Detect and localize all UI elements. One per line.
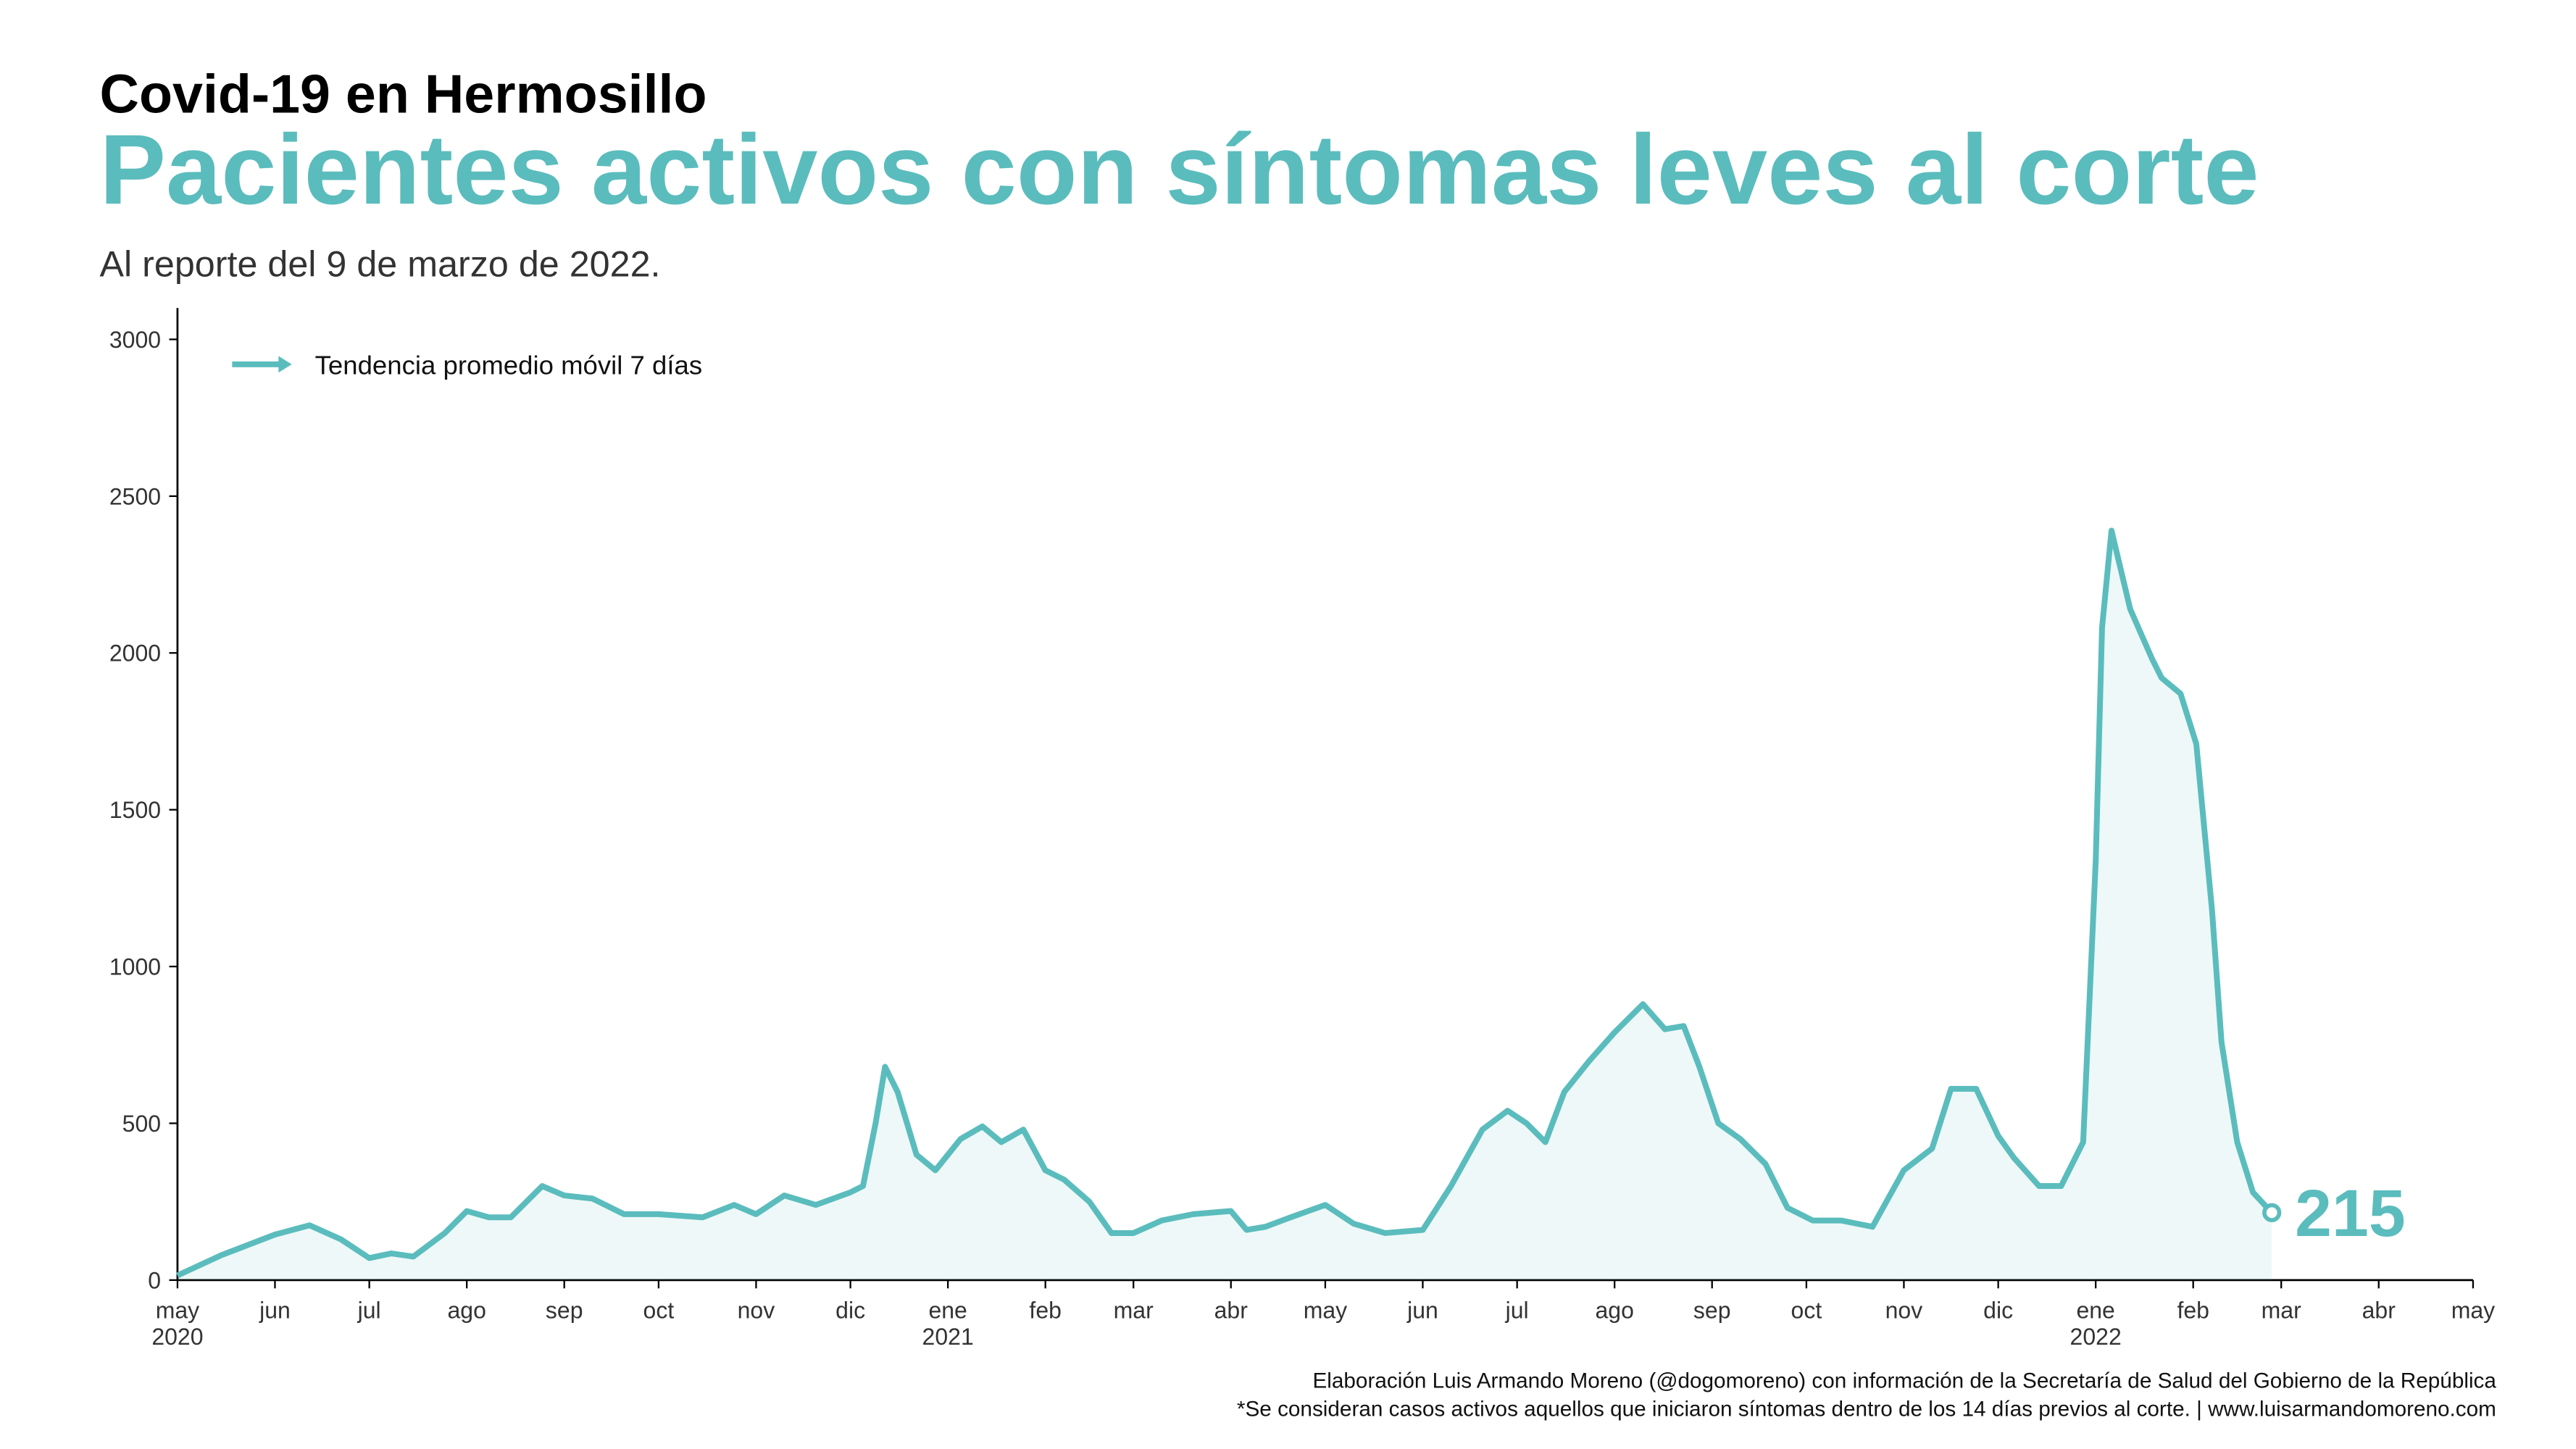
x-tick-label: ene: [928, 1297, 967, 1323]
x-tick-label: jun: [259, 1297, 291, 1323]
x-tick-label: feb: [1029, 1297, 1061, 1323]
x-tick-label: nov: [738, 1297, 775, 1323]
plot-area: 0 500 1000 1500 2000 2500 3000 may jun jul ago sep o…: [109, 308, 2495, 1350]
y-tick-label: 0: [148, 1267, 161, 1293]
last-value-label: 215: [2295, 1177, 2406, 1250]
x-tick-label: ago: [1595, 1297, 1633, 1323]
trend-line: [176, 527, 2275, 1279]
x-tick-label: feb: [2177, 1297, 2209, 1323]
x-year-label: 2022: [2070, 1324, 2122, 1350]
y-tick-label: 500: [122, 1111, 161, 1137]
y-tick-label: 1500: [109, 797, 161, 823]
caption: *Se consideran casos activos aquellos qu…: [1237, 1397, 2496, 1421]
y-tick-label: 1000: [109, 953, 161, 980]
x-tick-label: nov: [1885, 1297, 1923, 1323]
y-tick-label: 3000: [109, 327, 161, 353]
subtitle: Al reporte del 9 de marzo de 2022.: [100, 243, 661, 285]
chart-title: Pacientes activos con síntomas leves al …: [100, 114, 2259, 225]
area: [177, 530, 2272, 1280]
x-tick-label: dic: [1983, 1297, 2013, 1323]
x-tick-label: mar: [1114, 1297, 1154, 1323]
y-tick-label: 2500: [109, 483, 161, 509]
x-tick-label: oct: [643, 1297, 675, 1323]
x-tick-label: may: [2451, 1297, 2495, 1323]
x-tick-label: abr: [1214, 1297, 1249, 1323]
x-tick-label: abr: [2362, 1297, 2396, 1323]
x-year-label: 2021: [922, 1324, 974, 1350]
x-tick-label: mar: [2262, 1297, 2301, 1323]
y-tick-label: 2000: [109, 640, 161, 667]
x-tick-label: oct: [1791, 1297, 1822, 1323]
x-tick-label: sep: [546, 1297, 583, 1323]
x-tick-label: sep: [1693, 1297, 1731, 1323]
x-year-label: 2020: [151, 1324, 203, 1350]
x-tick-label: may: [1304, 1297, 1347, 1323]
x-tick-label: ago: [447, 1297, 485, 1323]
legend-label: Tendencia promedio móvil 7 días: [315, 351, 703, 380]
supertitle: Covid-19 en Hermosillo: [100, 63, 707, 124]
caption: Elaboración Luis Armando Moreno (@dogomo…: [1312, 1369, 2496, 1392]
x-tick-label: ene: [2076, 1297, 2114, 1323]
x-tick-label: jun: [1406, 1297, 1438, 1323]
x-tick-label: dic: [835, 1297, 865, 1323]
legend-arrow: [278, 356, 292, 373]
x-tick-label: jul: [357, 1297, 381, 1323]
last-point: [2262, 1203, 2282, 1222]
x-tick-label: jul: [1505, 1297, 1529, 1323]
x-tick-label: may: [156, 1297, 199, 1323]
